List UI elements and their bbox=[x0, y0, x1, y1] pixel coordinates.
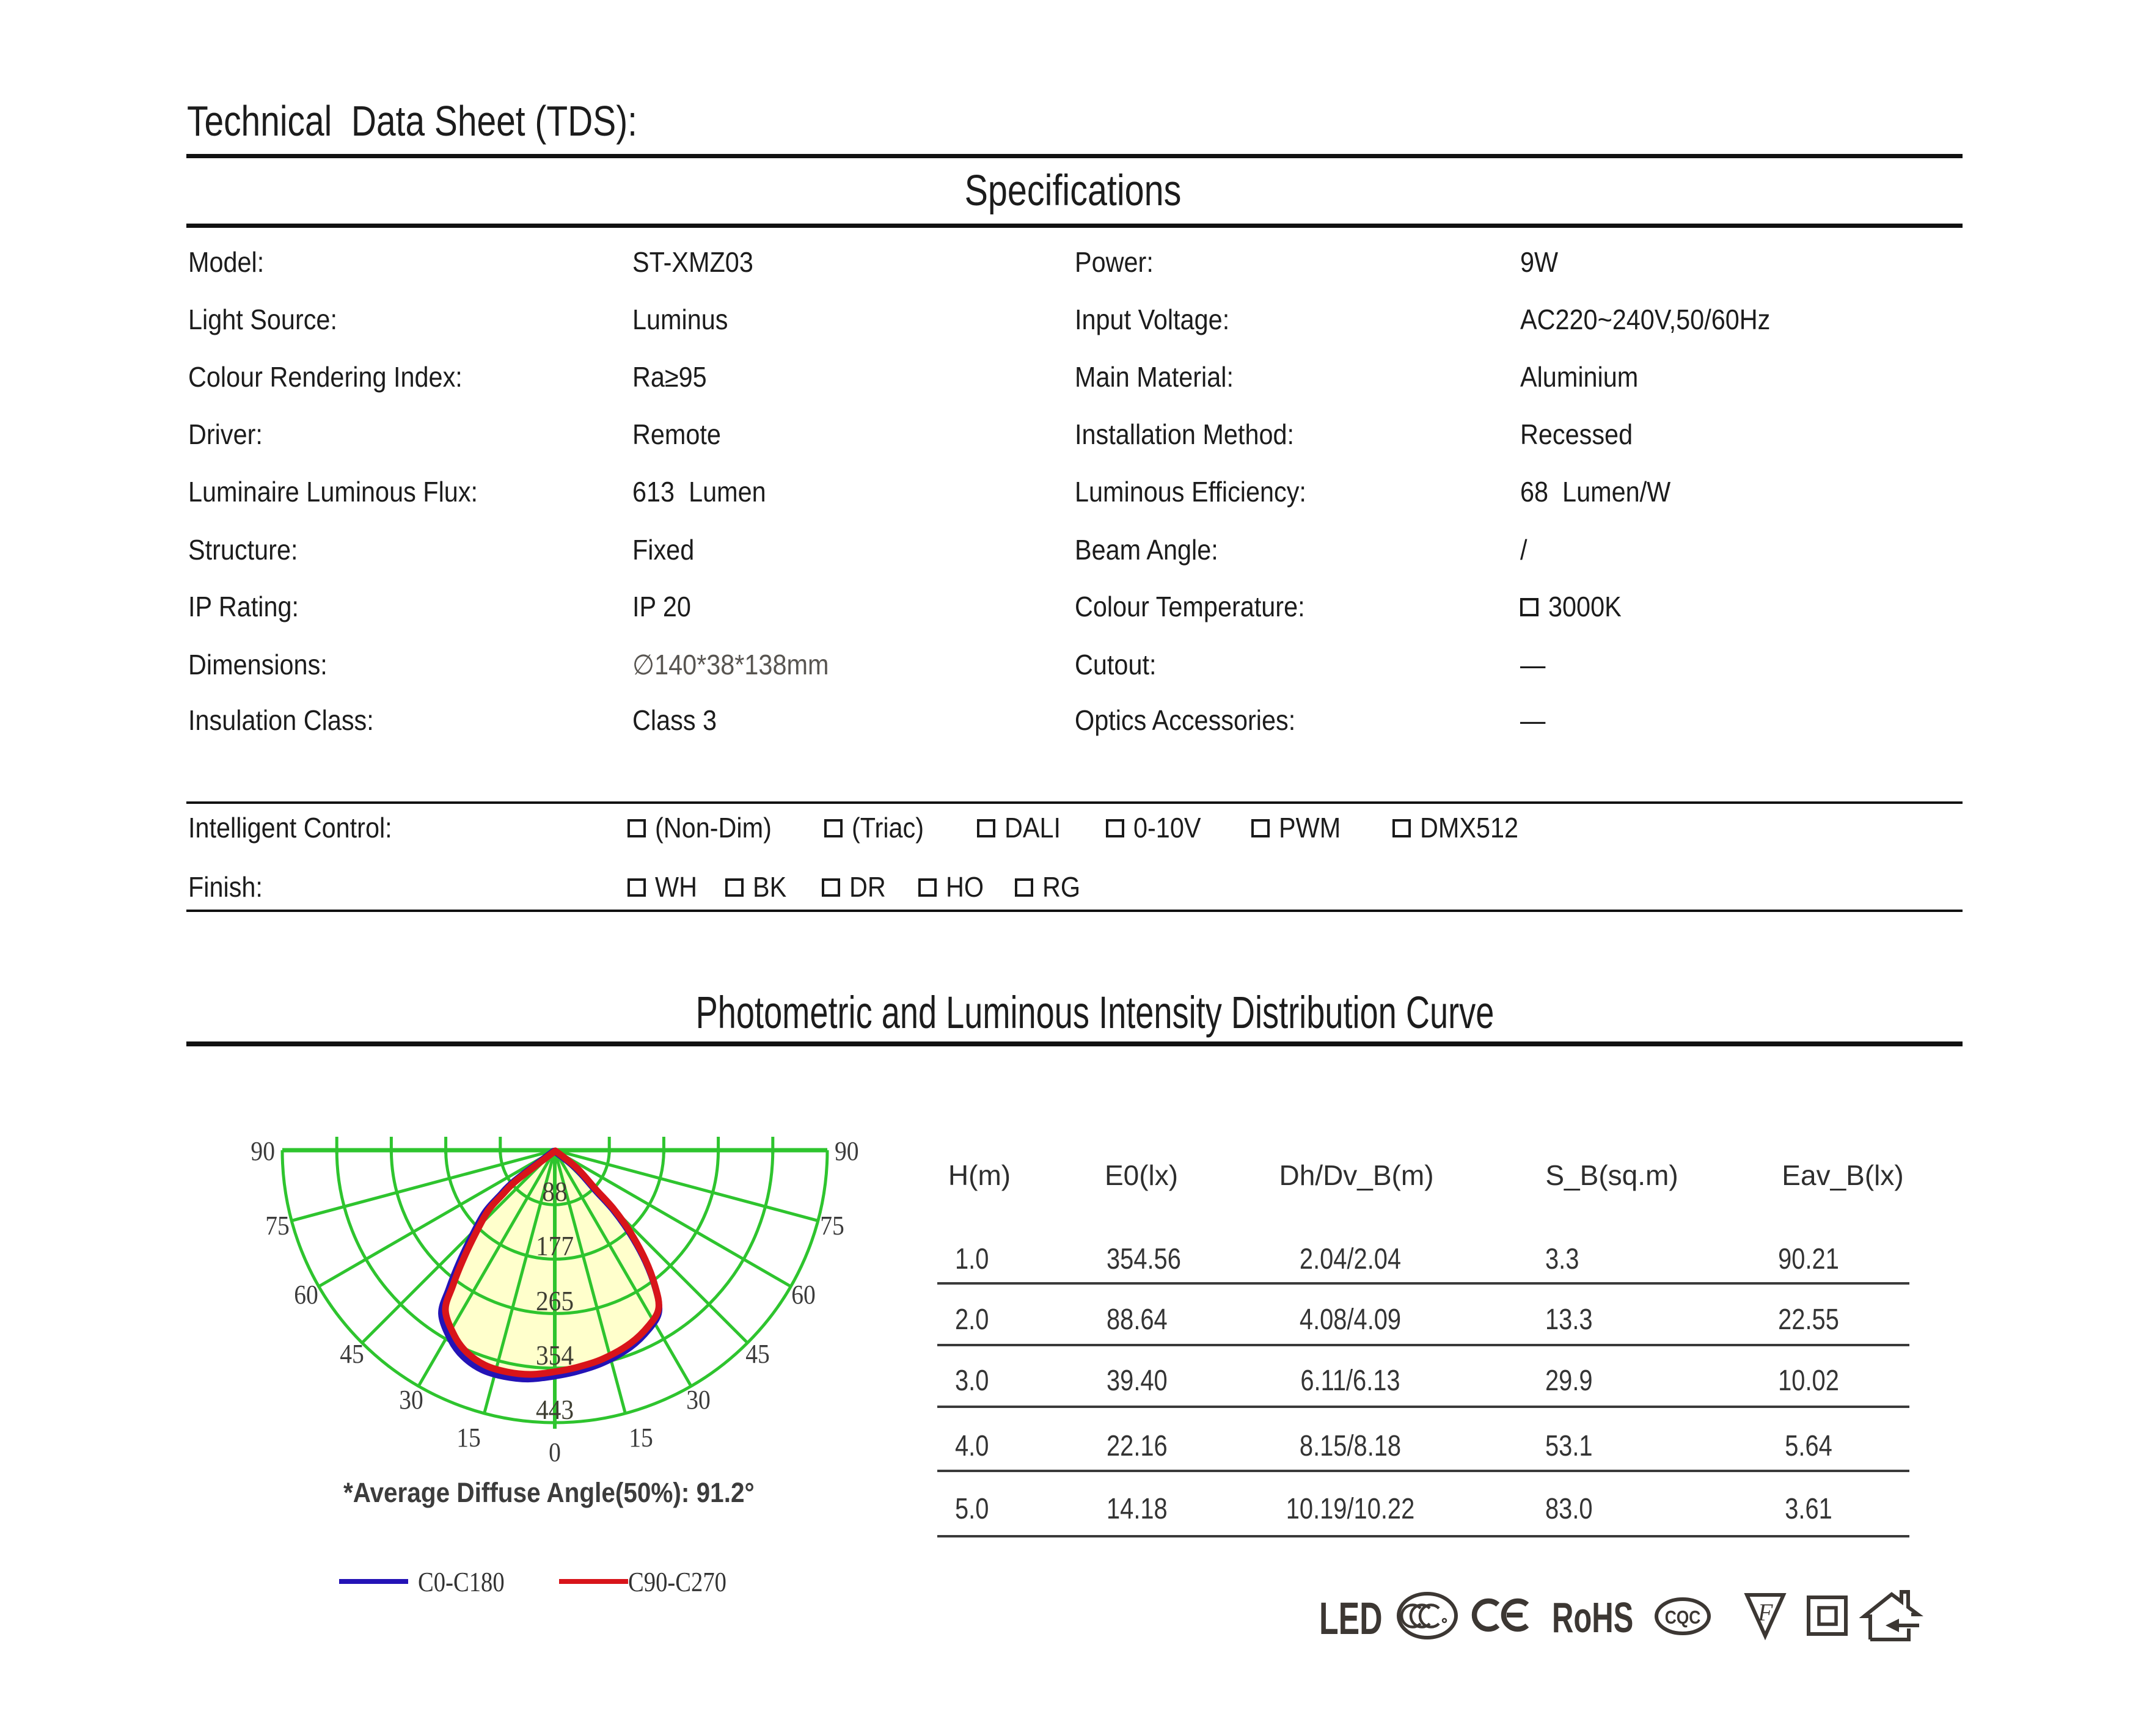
svg-text:90: 90 bbox=[251, 1137, 275, 1166]
svg-text:30: 30 bbox=[399, 1385, 423, 1415]
svg-text:LED: LED bbox=[1319, 1593, 1383, 1644]
svg-text:75: 75 bbox=[265, 1211, 290, 1241]
svg-text:443: 443 bbox=[536, 1395, 574, 1425]
svg-text:60: 60 bbox=[294, 1280, 318, 1310]
svg-text:88: 88 bbox=[542, 1176, 567, 1207]
svg-text:15: 15 bbox=[456, 1423, 481, 1453]
svg-text:75: 75 bbox=[820, 1211, 844, 1241]
svg-text:RoHS: RoHS bbox=[1552, 1593, 1633, 1641]
svg-text:F: F bbox=[1757, 1599, 1773, 1626]
svg-text:0: 0 bbox=[549, 1438, 561, 1467]
svg-text:C90-C270: C90-C270 bbox=[628, 1567, 726, 1598]
svg-text:177: 177 bbox=[536, 1231, 574, 1261]
svg-text:90: 90 bbox=[835, 1137, 859, 1166]
svg-text:45: 45 bbox=[745, 1340, 770, 1369]
svg-text:30: 30 bbox=[686, 1385, 711, 1415]
svg-text:CQC: CQC bbox=[1665, 1607, 1701, 1628]
svg-text:265: 265 bbox=[536, 1286, 574, 1316]
svg-text:60: 60 bbox=[791, 1280, 816, 1310]
svg-text:C0-C180: C0-C180 bbox=[418, 1567, 505, 1598]
svg-text:45: 45 bbox=[340, 1340, 364, 1369]
svg-text:15: 15 bbox=[629, 1423, 653, 1453]
svg-text:354: 354 bbox=[536, 1340, 574, 1371]
